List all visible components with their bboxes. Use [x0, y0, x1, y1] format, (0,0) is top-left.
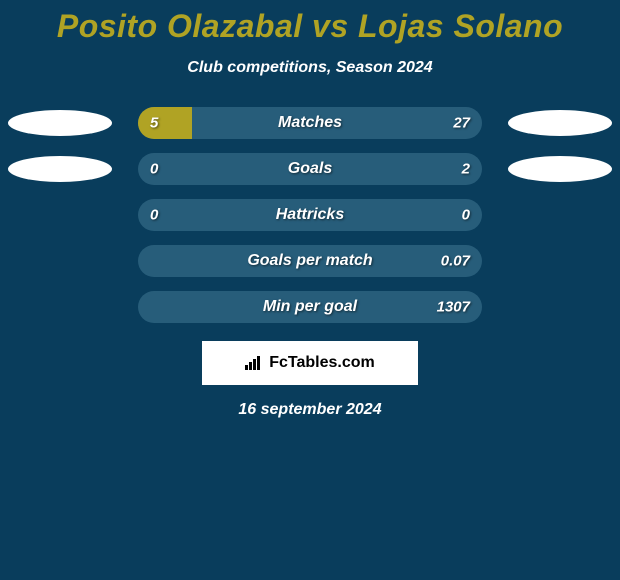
- stat-bar: [138, 245, 482, 277]
- flag-right-icon: [508, 156, 612, 182]
- stat-bar-fill: [138, 107, 192, 139]
- stat-bar: [138, 107, 482, 139]
- page-root: Posito Olazabal vs Lojas Solano Club com…: [0, 0, 620, 580]
- stat-row: Hattricks00: [0, 199, 620, 231]
- stat-row: Goals02: [0, 153, 620, 185]
- stat-row: Goals per match0.07: [0, 245, 620, 277]
- stat-value-right: 2: [462, 161, 470, 178]
- stat-value-right: 0.07: [441, 253, 470, 270]
- subtitle: Club competitions, Season 2024: [0, 59, 620, 77]
- flag-left-icon: [8, 156, 112, 182]
- stat-value-right: 1307: [437, 299, 470, 316]
- flag-right-icon: [508, 110, 612, 136]
- brand-text: FcTables.com: [269, 354, 375, 372]
- stat-bar: [138, 199, 482, 231]
- stat-value-right: 0: [462, 207, 470, 224]
- brand-box: FcTables.com: [202, 341, 418, 385]
- flag-left-icon: [8, 110, 112, 136]
- stat-row: Min per goal1307: [0, 291, 620, 323]
- stat-row: Matches527: [0, 107, 620, 139]
- stat-value-left: 0: [150, 207, 158, 224]
- stat-bar: [138, 291, 482, 323]
- page-title: Posito Olazabal vs Lojas Solano: [0, 0, 620, 45]
- stat-rows: Matches527Goals02Hattricks00Goals per ma…: [0, 107, 620, 323]
- bar-chart-icon: [245, 356, 263, 370]
- stat-value-left: 0: [150, 161, 158, 178]
- date-text: 16 september 2024: [0, 401, 620, 419]
- stat-value-right: 27: [453, 115, 470, 132]
- stat-bar: [138, 153, 482, 185]
- stat-value-left: 5: [150, 115, 158, 132]
